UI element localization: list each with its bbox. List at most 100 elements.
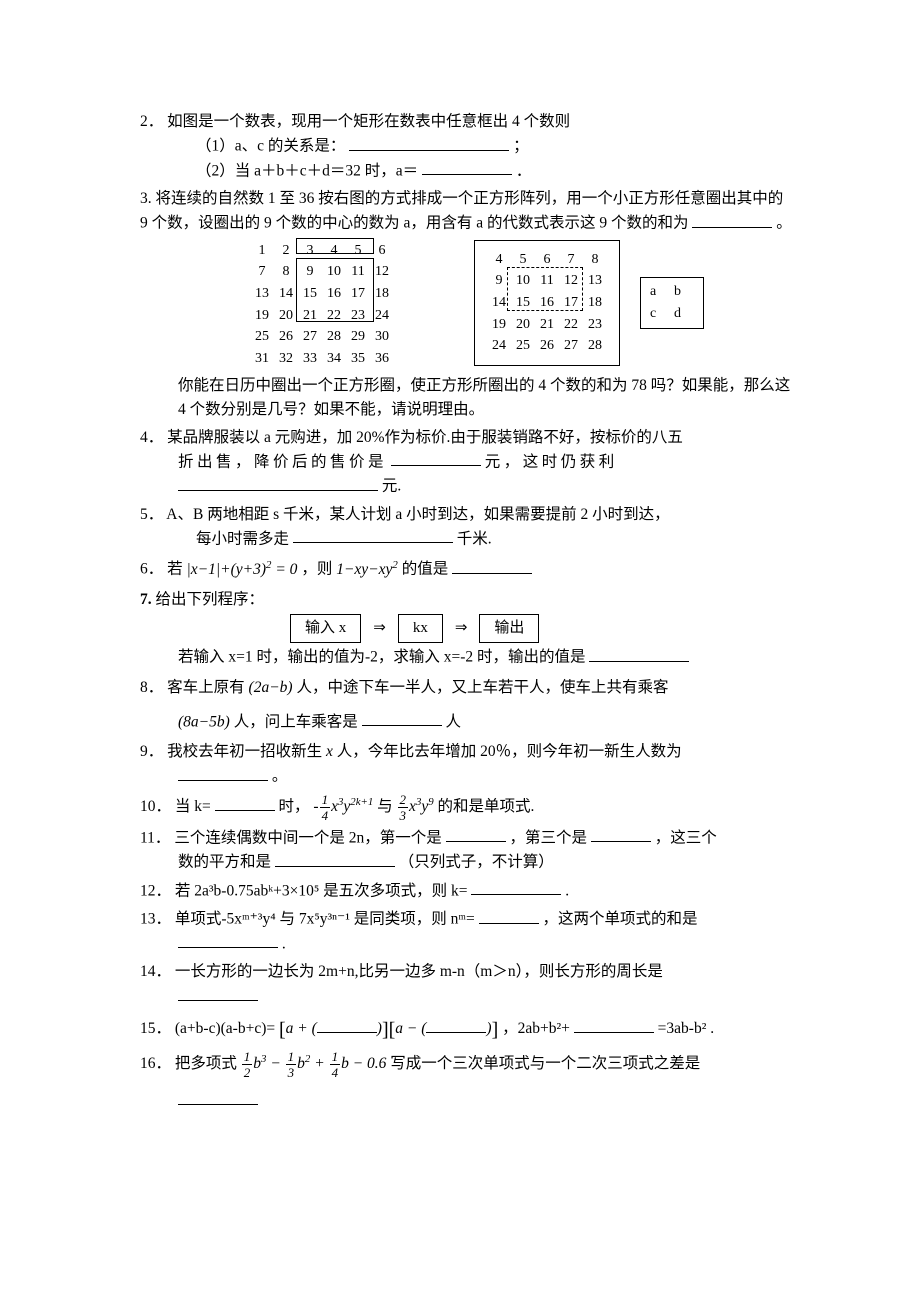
q3-followup-text: 你能在日历中圈出一个正方形圈，使正方形所圈出的 4 个数的和为 78 吗？如果能… <box>178 377 790 418</box>
cell: 25 <box>511 335 535 357</box>
q2-sub2-tail: ． <box>516 162 532 179</box>
q9-tail: 。 <box>272 768 288 785</box>
q8-expr2: (8a−5b) <box>178 713 230 730</box>
cell: 14 <box>487 292 511 314</box>
q8-tail: 人 <box>445 713 461 730</box>
q10-a: 当 k= <box>175 798 211 815</box>
cell: b <box>673 282 695 302</box>
q11-d: （只列式子，不计算） <box>399 854 554 871</box>
q6-mid: ，则 <box>301 561 332 578</box>
cell: 24 <box>487 335 511 357</box>
cell: 27 <box>298 326 322 348</box>
cell: 28 <box>583 335 607 357</box>
q6-expr2: 1−xy−xy2 <box>336 561 398 578</box>
q11-blank2 <box>591 826 651 843</box>
q2-sub2: （2）当 a＋b＋c＋d＝32 时，a＝ <box>196 162 418 179</box>
q3-tail: 。 <box>776 215 792 232</box>
cell: d <box>673 304 695 324</box>
cell: 19 <box>487 314 511 336</box>
q16-number: 16． <box>140 1055 171 1072</box>
cell: 13 <box>250 283 274 305</box>
q11-b: ，第三个是 <box>509 829 587 846</box>
cell: 33 <box>298 348 322 370</box>
cell: 12 <box>559 270 583 292</box>
q11-blank1 <box>446 826 506 843</box>
cell: 22 <box>322 305 346 327</box>
q11-blank3 <box>275 850 395 867</box>
cell: 7 <box>250 261 274 283</box>
q13-number: 13． <box>140 911 171 928</box>
q14-blank <box>178 984 258 1001</box>
q13-blank2 <box>178 932 278 949</box>
question-9: 9． 我校去年初一招收新生 x 人，今年比去年增加 20％，则今年初一新生人数为… <box>140 740 792 789</box>
cell: 32 <box>274 348 298 370</box>
cell: 7 <box>559 249 583 271</box>
q7-blank <box>589 645 689 662</box>
cell: 21 <box>535 314 559 336</box>
q10-b: 时， <box>279 798 310 815</box>
q6-expr: |x−1|+(y+3)2 = 0 <box>187 561 298 578</box>
q13-c: . <box>282 935 286 952</box>
q13-a: 单项式-5xᵐ⁺³y⁴ 与 7x⁵y³ⁿ⁻¹ 是同类项，则 nᵐ= <box>175 911 475 928</box>
q6-number: 6． <box>140 561 163 578</box>
question-15: 15． (a+b-c)(a-b+c)= [a + ()][a − ()] ，2a… <box>140 1015 792 1046</box>
cell: 20 <box>274 305 298 327</box>
arrow-icon: ⇒ <box>373 617 386 640</box>
q13-line2: . <box>140 932 792 957</box>
q15-a: (a+b-c)(a-b+c)= <box>175 1020 275 1037</box>
cell: 3 <box>298 240 322 262</box>
abcd-grid: ab cd <box>647 280 697 326</box>
rbracket-icon: ] <box>382 1019 389 1041</box>
q16-blank <box>178 1089 258 1106</box>
q4-blank2 <box>178 474 378 491</box>
q3-number: 3. <box>140 190 152 207</box>
cell: 15 <box>511 292 535 314</box>
question-12: 12． 若 2a³b-0.75abᵏ+3×10⁵ 是五次多项式，则 k= . <box>140 879 792 904</box>
question-5: 5． A、B 两地相距 s 千米，某人计划 a 小时到达，如果需要提前 2 小时… <box>140 503 792 552</box>
q13-b: ，这两个单项式的和是 <box>542 911 697 928</box>
q9-line2: 。 <box>140 764 792 789</box>
question-2: 2． 如图是一个数表，现用一个矩形在数表中任意框出 4 个数则 （1）a、c 的… <box>140 110 792 183</box>
cell: 6 <box>370 240 394 262</box>
q4-line3tail: 元. <box>382 478 401 495</box>
q10-expr1: -14x3y2k+1 <box>313 798 373 815</box>
cell: 9 <box>487 270 511 292</box>
q15-expr1: a + ( <box>286 1020 317 1037</box>
cell: 16 <box>322 283 346 305</box>
cell: 36 <box>370 348 394 370</box>
q10-d: 的和是单项式. <box>438 798 535 815</box>
cell: 27 <box>559 335 583 357</box>
q5-number: 5． <box>140 506 163 523</box>
q16-line2 <box>140 1089 792 1114</box>
cell: 14 <box>274 283 298 305</box>
q5-line2b: 千米. <box>457 530 492 547</box>
q8-line2text: 人，问上车乘客是 <box>234 713 358 730</box>
q5-line2a: 每小时需多走 <box>196 530 289 547</box>
q9-blank <box>178 764 268 781</box>
q2-blank1 <box>349 134 509 151</box>
calendar-grid: 45678 910111213 1415161718 1920212223 24… <box>487 249 607 357</box>
cell: 18 <box>370 283 394 305</box>
cell: 23 <box>583 314 607 336</box>
q12-b: . <box>565 882 569 899</box>
cell: 4 <box>487 249 511 271</box>
q8-line2: (8a−5b) 人，问上车乘客是 人 <box>140 710 792 735</box>
q3-blank <box>692 211 772 228</box>
q3-figures: 123456 789101112 131415161718 1920212223… <box>250 240 792 370</box>
q10-expr2: 23x3y9 <box>397 798 434 815</box>
cell: 18 <box>583 292 607 314</box>
q11-a: 三个连续偶数中间一个是 2n，第一个是 <box>174 829 441 846</box>
cell: 8 <box>583 249 607 271</box>
cell: 23 <box>346 305 370 327</box>
q2-blank2 <box>422 159 512 176</box>
lbracket-icon: [ <box>279 1019 286 1041</box>
question-14: 14． 一长方形的一边长为 2m+n,比另一边多 m-n（m＞n），则长方形的周… <box>140 960 792 1009</box>
q11-c-start: ，这三个 <box>655 829 717 846</box>
cell: 6 <box>535 249 559 271</box>
cell: 15 <box>298 283 322 305</box>
q2-number: 2． <box>140 113 163 130</box>
q5-line2: 每小时需多走 千米. <box>140 527 792 552</box>
cell: 31 <box>250 348 274 370</box>
cell: 19 <box>250 305 274 327</box>
q8-line1: 客车上原有 (2a−b) 人，中途下车一半人，又上车若干人，使车上共有乘客 <box>167 679 668 696</box>
